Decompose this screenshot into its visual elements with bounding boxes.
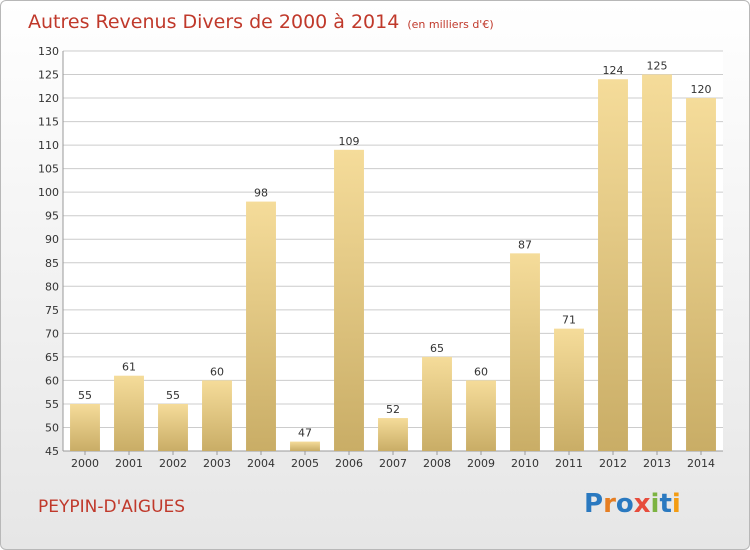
bar-value-label: 65 bbox=[430, 342, 444, 355]
bar bbox=[202, 380, 232, 451]
proxiti-logo: Proxiti bbox=[584, 489, 681, 519]
bar bbox=[334, 149, 364, 451]
y-tick-label: 75 bbox=[45, 304, 59, 317]
bar bbox=[70, 403, 100, 451]
x-tick-label: 2013 bbox=[643, 457, 671, 470]
x-tick-label: 2004 bbox=[247, 457, 275, 470]
bar-value-label: 47 bbox=[298, 427, 312, 440]
bar bbox=[642, 74, 672, 451]
bar-value-label: 98 bbox=[254, 187, 268, 200]
x-tick-label: 2002 bbox=[159, 457, 187, 470]
logo-letter: r bbox=[603, 489, 616, 519]
bar-value-label: 120 bbox=[691, 83, 712, 96]
y-tick-label: 95 bbox=[45, 210, 59, 223]
logo-letter: x bbox=[633, 489, 651, 519]
y-tick-label: 55 bbox=[45, 398, 59, 411]
y-tick-label: 85 bbox=[45, 257, 59, 270]
x-tick-label: 2014 bbox=[687, 457, 715, 470]
y-tick-label: 60 bbox=[45, 374, 59, 387]
x-tick-label: 2005 bbox=[291, 457, 319, 470]
bar-value-label: 71 bbox=[562, 314, 576, 327]
y-tick-label: 105 bbox=[38, 163, 59, 176]
chart-title: Autres Revenus Divers de 2000 à 2014 (en … bbox=[28, 11, 494, 33]
logo-letter: o bbox=[615, 489, 634, 519]
y-tick-label: 65 bbox=[45, 351, 59, 364]
x-tick-label: 2001 bbox=[115, 457, 143, 470]
bar-value-label: 60 bbox=[210, 365, 224, 378]
logo-letter: i bbox=[671, 489, 681, 519]
bar-value-label: 55 bbox=[166, 389, 180, 402]
bar-value-label: 55 bbox=[78, 389, 92, 402]
y-tick-label: 80 bbox=[45, 280, 59, 293]
x-tick-label: 2011 bbox=[555, 457, 583, 470]
bar bbox=[686, 98, 716, 451]
y-tick-label: 50 bbox=[45, 421, 59, 434]
bar bbox=[378, 418, 408, 451]
y-tick-label: 100 bbox=[38, 186, 59, 199]
bar-value-label: 52 bbox=[386, 403, 400, 416]
x-tick-label: 2000 bbox=[71, 457, 99, 470]
x-tick-label: 2003 bbox=[203, 457, 231, 470]
bar bbox=[466, 380, 496, 451]
bar bbox=[114, 375, 144, 451]
y-tick-label: 45 bbox=[45, 445, 59, 458]
y-tick-label: 115 bbox=[38, 116, 59, 129]
x-tick-label: 2008 bbox=[423, 457, 451, 470]
logo-letter: t bbox=[659, 489, 672, 519]
bar bbox=[598, 79, 628, 451]
x-tick-label: 2006 bbox=[335, 457, 363, 470]
y-tick-label: 110 bbox=[38, 139, 59, 152]
chart-title-text: Autres Revenus Divers de 2000 à 2014 bbox=[28, 11, 400, 33]
y-tick-label: 130 bbox=[38, 45, 59, 58]
x-tick-label: 2009 bbox=[467, 457, 495, 470]
bar-value-label: 109 bbox=[339, 135, 360, 148]
bar bbox=[510, 253, 540, 451]
bar bbox=[422, 356, 452, 451]
bar bbox=[554, 328, 584, 451]
chart-unit: (en milliers d'€) bbox=[407, 18, 494, 31]
commune-name: PEYPIN-D'AIGUES bbox=[38, 497, 186, 517]
bar-value-label: 124 bbox=[603, 64, 624, 77]
x-tick-label: 2010 bbox=[511, 457, 539, 470]
bar bbox=[158, 403, 188, 451]
logo-letter: i bbox=[650, 489, 660, 519]
bar bbox=[246, 201, 276, 451]
bar-value-label: 87 bbox=[518, 238, 532, 251]
x-tick-label: 2007 bbox=[379, 457, 407, 470]
y-tick-label: 90 bbox=[45, 233, 59, 246]
y-tick-label: 120 bbox=[38, 92, 59, 105]
y-tick-label: 125 bbox=[38, 69, 59, 82]
bar-value-label: 61 bbox=[122, 361, 136, 374]
bar-value-label: 60 bbox=[474, 365, 488, 378]
x-tick-label: 2012 bbox=[599, 457, 627, 470]
logo-letter: P bbox=[584, 489, 604, 519]
y-tick-label: 70 bbox=[45, 327, 59, 340]
bar-value-label: 125 bbox=[647, 60, 668, 73]
bar bbox=[290, 441, 320, 451]
